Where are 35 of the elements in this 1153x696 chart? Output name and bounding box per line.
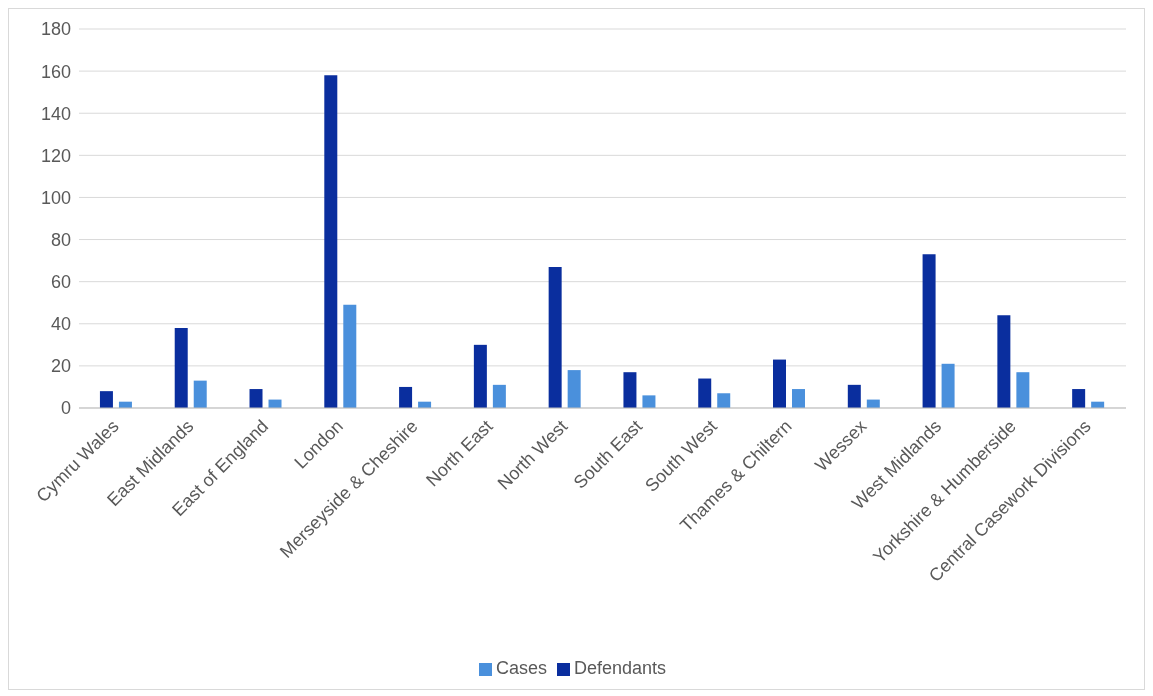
bar [1016,372,1030,408]
bar [997,315,1011,408]
y-tick-label: 60 [50,272,71,293]
bar [193,380,207,408]
bar [249,389,263,408]
bar [492,384,506,408]
bar [792,389,806,408]
bar [343,304,357,408]
bar [941,363,955,408]
bar [324,75,338,408]
bar [698,378,712,408]
bar [174,327,188,408]
bar [399,386,413,408]
legend-label: Cases [495,658,547,678]
bar [567,370,581,408]
y-tick-label: 0 [60,398,71,419]
bar [773,359,787,408]
y-tick-label: 20 [50,356,71,377]
bar [623,372,637,408]
bar [548,266,562,408]
bar [642,395,656,408]
y-tick-label: 180 [40,19,71,40]
bar [473,344,487,408]
y-tick-label: 140 [40,103,71,124]
y-tick-label: 100 [40,187,71,208]
y-tick-label: 120 [40,145,71,166]
y-tick-label: 80 [50,229,71,250]
bar [99,391,113,408]
bar [847,384,861,408]
bar [717,393,731,408]
y-tick-label: 160 [40,61,71,82]
bar [922,254,936,408]
legend-label: Defendants [573,658,667,678]
y-tick-label: 40 [50,314,71,335]
bar [1072,389,1086,408]
